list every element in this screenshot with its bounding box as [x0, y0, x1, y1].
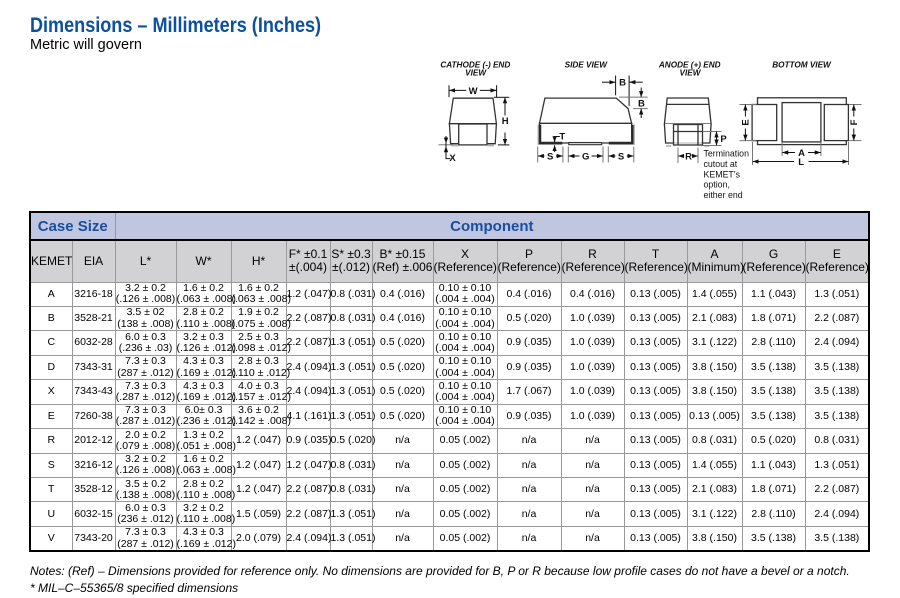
svg-text:CATHODE (-) END: CATHODE (-) END — [440, 61, 510, 70]
svg-text:X: X — [449, 153, 456, 164]
svg-text:B: B — [638, 98, 645, 109]
svg-text:G: G — [582, 152, 589, 163]
svg-text:H: H — [502, 116, 509, 127]
svg-text:R: R — [685, 152, 692, 163]
svg-text:S: S — [618, 152, 624, 163]
svg-text:P: P — [720, 134, 727, 145]
svg-text:T: T — [559, 131, 565, 142]
svg-text:option,: option, — [704, 180, 730, 190]
svg-text:B: B — [619, 78, 626, 89]
svg-text:Termination: Termination — [704, 149, 750, 159]
svg-text:W: W — [469, 86, 478, 97]
svg-text:ANODE (+) END: ANODE (+) END — [658, 61, 721, 70]
svg-text:BOTTOM VIEW: BOTTOM VIEW — [772, 61, 832, 70]
svg-text:cutout at: cutout at — [704, 159, 738, 169]
svg-text:F: F — [849, 119, 860, 125]
svg-text:SIDE VIEW: SIDE VIEW — [565, 61, 609, 70]
svg-text:S: S — [547, 152, 553, 163]
svg-text:E: E — [741, 119, 752, 125]
svg-text:A: A — [798, 148, 805, 159]
svg-text:KEMET’s: KEMET’s — [704, 169, 741, 179]
svg-text:either end: either end — [704, 190, 743, 200]
svg-text:VIEW: VIEW — [680, 68, 702, 77]
svg-text:L: L — [798, 157, 804, 168]
svg-text:VIEW: VIEW — [465, 68, 487, 77]
